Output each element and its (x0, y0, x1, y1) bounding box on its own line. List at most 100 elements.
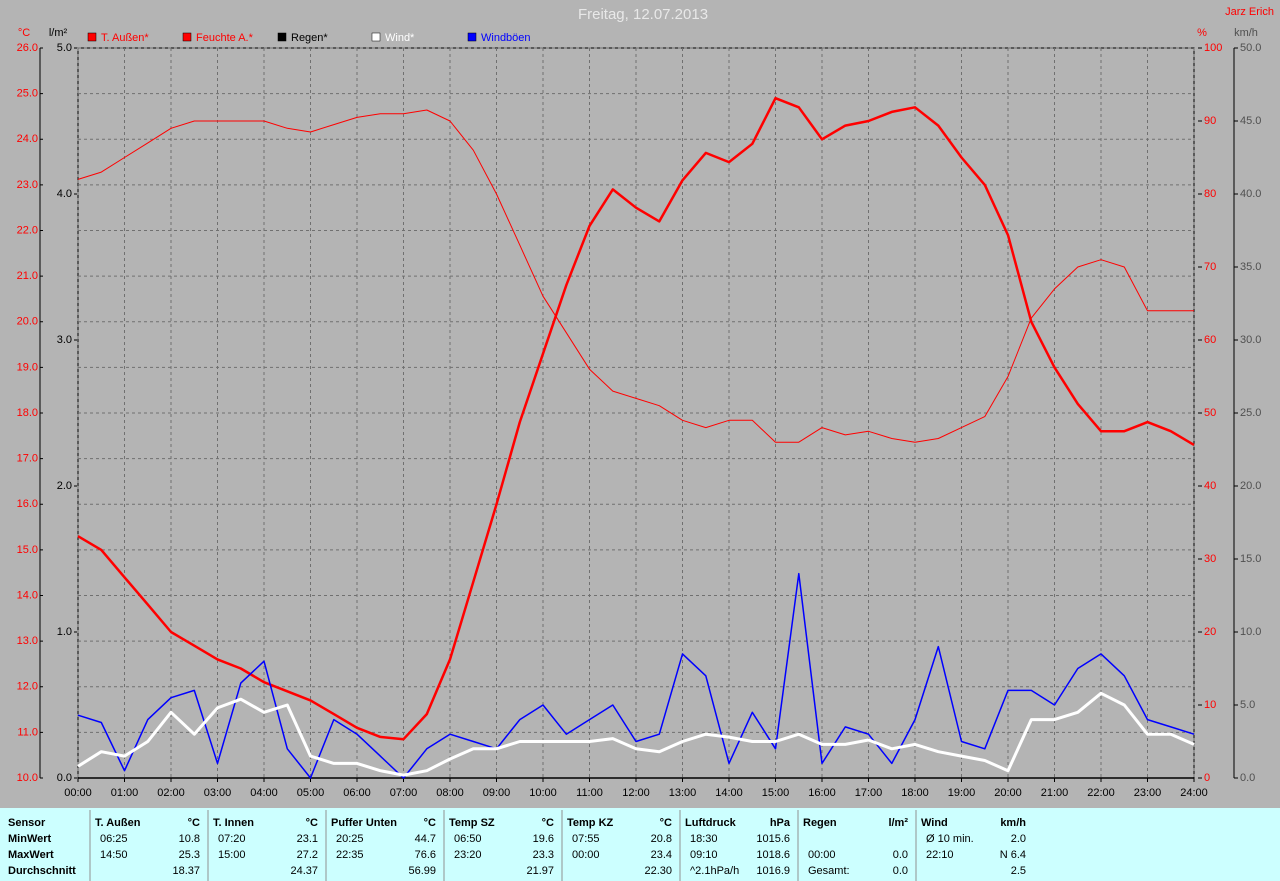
y-tick-label: 10 (1204, 699, 1216, 711)
y-tick-label: 23.0 (17, 179, 38, 191)
y-tick-label: 45.0 (1240, 115, 1261, 127)
y-tick-label: 22.0 (17, 224, 38, 236)
cell-value: 1016.9 (756, 865, 790, 877)
x-tick-label: 10:00 (529, 787, 557, 799)
cell-time: ^2.1hPa/h (690, 865, 739, 877)
group-unit: °C (424, 817, 436, 829)
cell-time: 07:55 (572, 833, 600, 845)
x-tick-label: 11:00 (576, 787, 603, 799)
cell-value: 27.2 (297, 849, 318, 861)
cell-value: 10.8 (179, 833, 200, 845)
cell-time: 22:35 (336, 849, 364, 861)
y-tick-label: 0.0 (1240, 772, 1255, 784)
cell-time: Ø 10 min. (926, 833, 974, 845)
stats-panel (0, 808, 1280, 881)
y-tick-label: 25.0 (1240, 407, 1261, 419)
x-tick-label: 16:00 (808, 787, 836, 799)
group-unit: °C (188, 817, 200, 829)
y-tick-label: 70 (1204, 261, 1216, 273)
y-tick-label: 50.0 (1240, 42, 1261, 54)
y-tick-label: 25.0 (17, 88, 38, 100)
cell-value: 44.7 (415, 833, 436, 845)
row-label: Sensor (8, 817, 46, 829)
y-tick-label: 24.0 (17, 133, 38, 145)
cell-value: 20.8 (651, 833, 672, 845)
x-tick-label: 17:00 (855, 787, 883, 799)
group-unit: °C (542, 817, 554, 829)
x-tick-label: 12:00 (622, 787, 650, 799)
group-name: Regen (803, 817, 837, 829)
cell-time: 22:10 (926, 849, 954, 861)
x-tick-label: 19:00 (948, 787, 976, 799)
x-tick-label: 20:00 (994, 787, 1022, 799)
x-tick-label: 06:00 (343, 787, 371, 799)
group-name: Luftdruck (685, 817, 737, 829)
x-tick-label: 22:00 (1087, 787, 1115, 799)
group-unit: °C (306, 817, 318, 829)
cell-value: 2.5 (1011, 865, 1026, 877)
legend-label: Feuchte A.* (196, 32, 254, 44)
x-tick-label: 05:00 (297, 787, 325, 799)
cell-value: 1015.6 (756, 833, 790, 845)
y-tick-label: 19.0 (17, 361, 38, 373)
x-tick-label: 07:00 (390, 787, 418, 799)
y-tick-label: 2.0 (57, 480, 72, 492)
cell-value: 19.6 (533, 833, 554, 845)
series-line (77, 691, 1195, 777)
group-name: T. Außen (95, 817, 141, 829)
cell-value: 22.30 (644, 865, 672, 877)
x-tick-label: 03:00 (204, 787, 232, 799)
cell-time: 00:00 (572, 849, 600, 861)
author: Jarz Erich (1225, 6, 1274, 18)
y-tick-label: 40 (1204, 480, 1216, 492)
group-unit: °C (660, 817, 672, 829)
cell-value: 21.97 (526, 865, 554, 877)
x-tick-label: 23:00 (1134, 787, 1162, 799)
group-unit: hPa (770, 817, 791, 829)
x-tick-label: 02:00 (157, 787, 185, 799)
group-name: Wind (921, 817, 948, 829)
series-line (77, 572, 1195, 779)
legend-label: Windböen (481, 32, 531, 44)
y-tick-label: 26.0 (17, 42, 38, 54)
row-label: MinWert (8, 833, 52, 845)
y-tick-label: 5.0 (1240, 699, 1255, 711)
cell-time: 20:25 (336, 833, 364, 845)
legend-swatch (371, 32, 381, 42)
x-tick-label: 13:00 (669, 787, 697, 799)
axis-unit: km/h (1234, 27, 1258, 39)
y-tick-label: 10.0 (1240, 626, 1261, 638)
axis-unit: l/m² (49, 27, 68, 39)
x-tick-label: 01:00 (111, 787, 139, 799)
y-tick-label: 18.0 (17, 407, 38, 419)
row-label: Durchschnitt (8, 865, 76, 877)
cell-value: 23.3 (533, 849, 554, 861)
series-line (77, 109, 1194, 443)
legend-swatch (467, 32, 477, 42)
cell-time: 14:50 (100, 849, 128, 861)
x-tick-label: 00:00 (64, 787, 92, 799)
y-tick-label: 17.0 (17, 453, 38, 465)
x-tick-label: 14:00 (715, 787, 743, 799)
chart-title: Freitag, 12.07.2013 (578, 6, 708, 23)
cell-time: 09:10 (690, 849, 718, 861)
axis-unit: % (1197, 27, 1207, 39)
cell-value: 2.0 (1011, 833, 1026, 845)
legend-swatch (182, 32, 192, 42)
cell-time: Gesamt: (808, 865, 850, 877)
cell-time: 06:50 (454, 833, 482, 845)
cell-time: 23:20 (454, 849, 482, 861)
y-tick-label: 5.0 (57, 42, 72, 54)
y-tick-label: 100 (1204, 42, 1222, 54)
y-tick-label: 50 (1204, 407, 1216, 419)
y-tick-label: 60 (1204, 334, 1216, 346)
legend-swatch (277, 32, 287, 42)
series-line (77, 96, 1195, 741)
cell-value: 1018.6 (756, 849, 790, 861)
y-tick-label: 21.0 (17, 270, 38, 282)
cell-time: 06:25 (100, 833, 128, 845)
legend-label: Wind* (385, 32, 415, 44)
y-tick-label: 40.0 (1240, 188, 1261, 200)
legend-label: T. Außen* (101, 32, 149, 44)
y-tick-label: 15.0 (17, 544, 38, 556)
